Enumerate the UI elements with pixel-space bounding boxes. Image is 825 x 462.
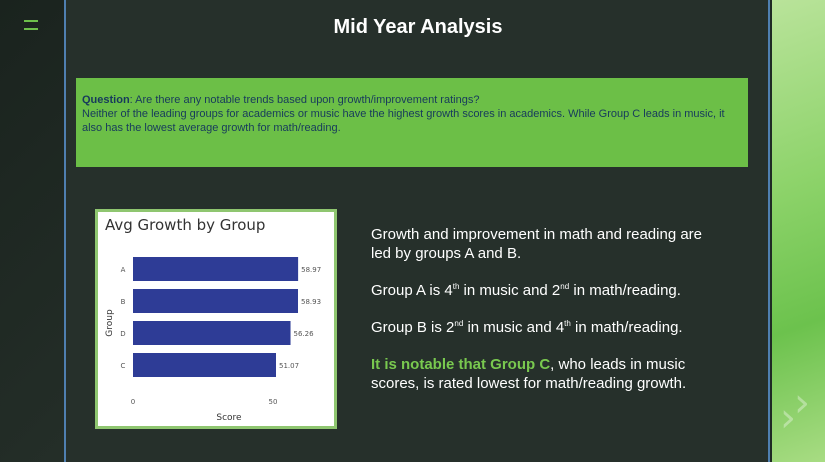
insight-2: Group A is 4th in music and 2nd in math/… [371,282,681,299]
question-box: Question: Are there any notable trends b… [76,78,748,167]
x-axis-label: Score [216,413,242,423]
data-label: 56.26 [294,330,315,338]
bar [133,353,276,377]
bar [133,321,291,345]
left-decorative-panel [0,0,66,462]
insight-4: It is notable that Group C, who leads in… [371,356,687,392]
category-label: C [121,362,126,370]
right-decorative-panel: › › [772,0,825,462]
question-text: : Are there any notable trends based upo… [129,94,480,106]
slide: Mid Year Analysis Question: Are there an… [66,0,770,462]
question-line: Question: Are there any notable trends b… [82,93,742,107]
question-label: Question [82,94,130,106]
slide-title: Mid Year Analysis [333,16,503,38]
answer-text: Neither of the leading groups for academ… [82,108,725,134]
insight-highlight: It is notable that Group C [371,356,551,373]
insight-1: Growth and improvement in math and readi… [371,226,703,262]
data-label: 51.07 [279,362,299,370]
category-label: B [121,298,126,306]
zigzag-icon [24,20,38,30]
category-label: D [120,330,125,338]
bar [133,289,299,313]
bar [133,257,299,281]
data-label: 58.97 [301,266,321,274]
x-tick-label: 50 [269,398,278,406]
category-label: A [121,266,126,274]
chevron-right-icon: › [780,395,796,441]
data-label: 58.93 [301,298,321,306]
x-tick-label: 0 [131,398,135,406]
chevron-right-icon: › [794,380,810,426]
insight-3: Group B is 2nd in music and 4th in math/… [371,319,683,336]
bar-chart: Group Score A 58.97 B 58.93 D 56.26 C 51.07 0 50 [105,257,321,423]
chart-title: Avg Growth by Group [105,216,266,234]
chart-card: Avg Growth by Group Group Score A 58.97 B 5… [95,209,337,429]
y-axis-label: Group [105,309,115,337]
insights-text: Growth and improvement in math and readi… [371,225,711,411]
